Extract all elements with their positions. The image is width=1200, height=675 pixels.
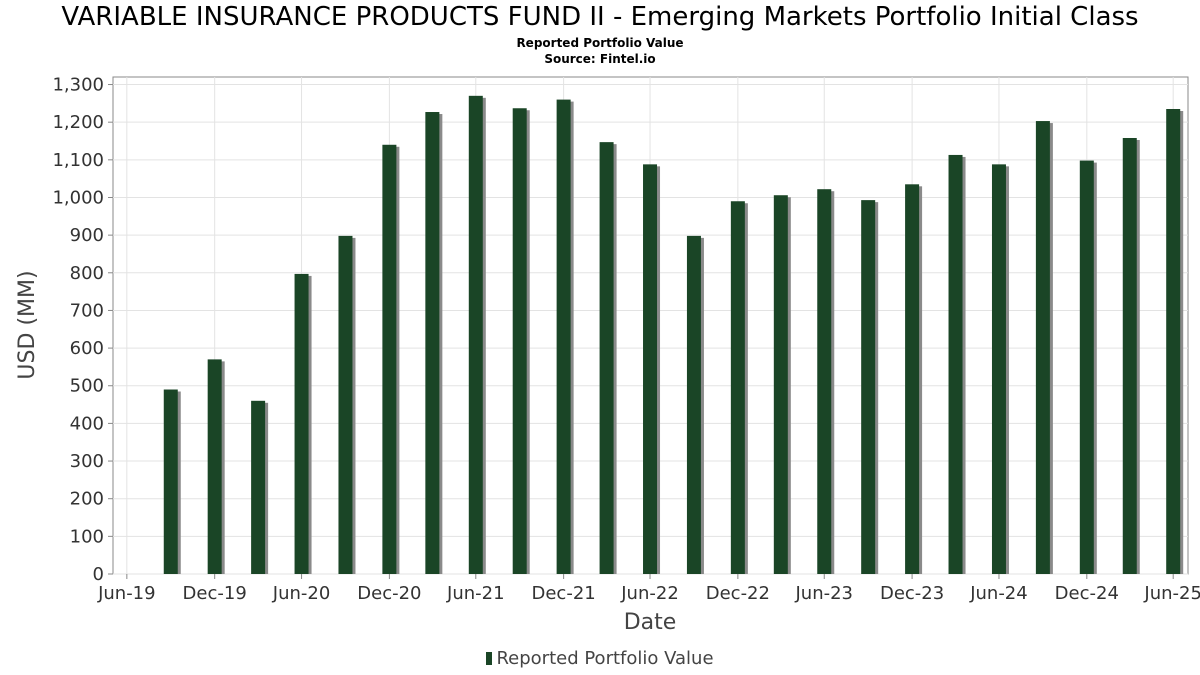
bar	[251, 400, 266, 574]
bar	[512, 108, 527, 574]
bar	[207, 359, 222, 574]
x-tick-label: Jun-23	[794, 583, 853, 604]
y-axis-title: USD (MM)	[15, 270, 40, 379]
y-tick-label: 1,200	[52, 112, 104, 133]
y-tick-label: 900	[70, 225, 104, 246]
y-tick-label: 1,100	[52, 150, 104, 171]
x-tick-label: Dec-24	[1055, 583, 1119, 604]
x-tick-label: Dec-19	[183, 583, 247, 604]
bar	[991, 164, 1006, 575]
legend: Reported Portfolio Value	[0, 648, 1200, 669]
bar	[425, 112, 440, 575]
bar	[905, 184, 920, 574]
y-tick-label: 800	[70, 263, 104, 284]
bar	[1122, 137, 1137, 574]
bar	[382, 144, 397, 575]
y-tick-label: 1,300	[52, 75, 104, 96]
x-axis: Jun-19 Dec-19 Jun-20 Dec-20 Jun-21 Dec-21 Jun-…	[97, 574, 1200, 604]
y-tick-label: 1,000	[52, 187, 104, 208]
y-tick-label: 500	[70, 376, 104, 397]
x-tick-label: Dec-20	[357, 583, 421, 604]
chart-title: VARIABLE INSURANCE PRODUCTS FUND II - Em…	[61, 2, 1139, 32]
y-tick-label: 600	[70, 338, 104, 359]
x-tick-label: Dec-22	[706, 583, 770, 604]
x-tick-label: Jun-20	[272, 583, 331, 604]
legend-swatch	[486, 652, 493, 665]
bar	[468, 95, 483, 575]
x-tick-label: Dec-23	[880, 583, 944, 604]
bar	[686, 235, 701, 574]
x-axis-title: Date	[624, 610, 677, 635]
bar	[338, 235, 353, 574]
bars	[163, 95, 1184, 575]
bar	[599, 142, 614, 574]
bar	[730, 201, 745, 574]
y-tick-label: 0	[93, 564, 104, 585]
y-tick-label: 300	[70, 451, 104, 472]
x-tick-label: Jun-21	[446, 583, 505, 604]
y-tick-label: 200	[70, 489, 104, 510]
x-tick-label: Jun-25	[1143, 583, 1200, 604]
bar	[1166, 109, 1181, 574]
bar	[773, 195, 788, 574]
y-tick-label: 700	[70, 300, 104, 321]
x-tick-label: Jun-24	[969, 583, 1028, 604]
bar	[948, 154, 963, 574]
chart-source: Source: Fintel.io	[544, 52, 656, 66]
y-axis: 0 100 200 300 400 500 600 700 800 900 1,000 1,100 1,…	[52, 75, 113, 585]
bar	[294, 273, 309, 574]
x-tick-label: Jun-22	[620, 583, 679, 604]
y-tick-label: 100	[70, 526, 104, 547]
y-tick-label: 400	[70, 413, 104, 434]
bar	[1035, 121, 1050, 574]
bar	[1079, 160, 1094, 574]
bar	[817, 189, 832, 574]
bar	[861, 200, 876, 574]
x-tick-label: Dec-21	[532, 583, 596, 604]
x-tick-label: Jun-19	[97, 583, 156, 604]
bar	[163, 389, 178, 574]
chart-subtitle: Reported Portfolio Value	[516, 36, 684, 50]
bar	[643, 164, 658, 575]
bar	[556, 99, 571, 574]
legend-label: Reported Portfolio Value	[496, 648, 714, 669]
